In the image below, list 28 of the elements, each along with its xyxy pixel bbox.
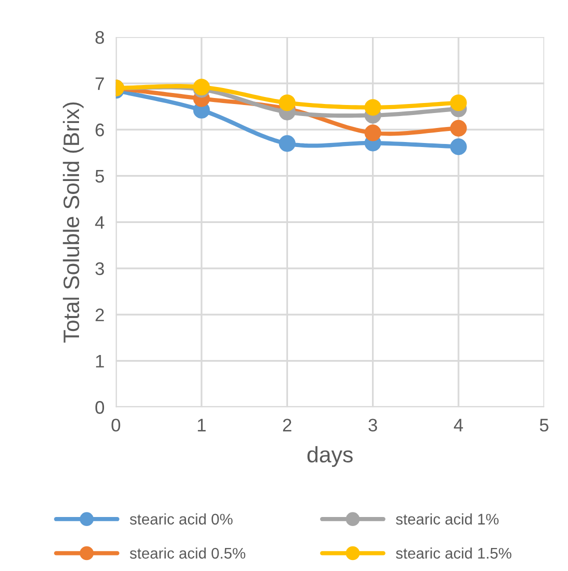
y-tick-label: 4 xyxy=(95,216,104,229)
legend-label: stearic acid 0% xyxy=(130,513,233,525)
y-tick-label: 8 xyxy=(96,31,104,44)
y-axis-title: Total Soluble Solid (Brix) xyxy=(62,102,84,343)
point xyxy=(278,94,296,112)
x-tick-label: 5 xyxy=(540,418,548,432)
point xyxy=(450,94,467,112)
y-tick-label: 0 xyxy=(95,401,104,414)
point xyxy=(364,99,382,116)
x-tick-label: 2 xyxy=(283,418,292,432)
y-tick-label: 5 xyxy=(95,170,104,183)
y-tick-label: 7 xyxy=(96,77,104,90)
y-tick-label: 2 xyxy=(96,308,104,322)
x-axis-title: days xyxy=(307,446,353,467)
x-tick-label: 0 xyxy=(112,418,120,432)
point xyxy=(450,120,467,137)
y-tick-label: 6 xyxy=(96,124,104,136)
y-tick-label: 3 xyxy=(95,262,104,276)
point xyxy=(450,138,467,156)
legend-label: stearic acid 0.5% xyxy=(130,547,246,559)
legend-label: stearic acid 1.5% xyxy=(396,547,512,559)
x-tick-label: 4 xyxy=(454,418,463,432)
point xyxy=(364,124,382,142)
y-tick-label: 1 xyxy=(96,354,104,368)
legend-label: stearic acid 1% xyxy=(396,513,499,525)
x-tick-label: 1 xyxy=(198,418,206,432)
point xyxy=(278,135,296,152)
x-tick-label: 3 xyxy=(368,418,378,432)
